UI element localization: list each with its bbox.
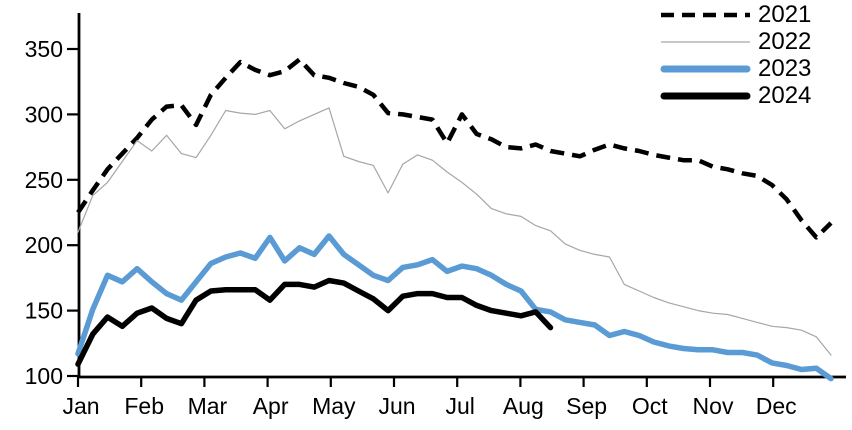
y-tick-label: 200 <box>25 232 63 258</box>
x-tick-label: Aug <box>503 393 544 419</box>
legend-swatch-dashed-line <box>661 12 750 17</box>
series-2024-line <box>75 277 554 367</box>
legend-swatch-thin-gray-line <box>661 40 750 43</box>
legend-item-2023: 2023 <box>660 55 811 82</box>
x-tick-label: Dec <box>756 393 797 419</box>
legend-label-2024: 2024 <box>758 82 812 109</box>
y-tick-label: 150 <box>25 298 63 324</box>
legend-swatch-thick-blue-line <box>660 65 751 72</box>
y-tick-label: 250 <box>25 167 63 193</box>
x-tick-label: Jan <box>62 393 99 419</box>
x-tick-label: Mar <box>188 393 228 419</box>
legend-item-2021: 2021 <box>660 1 811 28</box>
legend-label-2022: 2022 <box>758 28 812 55</box>
legend-label-2021: 2021 <box>758 1 812 28</box>
y-tick-label: 300 <box>25 101 63 127</box>
chart-legend: 2021 2022 2023 2024 <box>660 1 811 109</box>
legend-item-2024: 2024 <box>660 82 811 109</box>
legend-label-2023: 2023 <box>758 55 812 82</box>
series-2022-line <box>77 107 832 356</box>
x-tick-label: Jun <box>378 393 415 419</box>
y-tick-label: 350 <box>25 36 63 62</box>
series-2021-line <box>76 57 833 240</box>
y-tick-label: 100 <box>25 363 63 389</box>
x-tick-label: Sep <box>566 393 607 419</box>
x-tick-label: Feb <box>124 393 164 419</box>
x-tick-label: Nov <box>693 393 734 419</box>
legend-item-2022: 2022 <box>660 28 811 55</box>
legend-swatch-thick-black-line <box>660 92 751 99</box>
x-tick-label: Jul <box>445 393 474 419</box>
x-tick-label: May <box>312 393 356 419</box>
x-tick-label: Oct <box>632 393 668 419</box>
series-2023-line <box>75 233 834 382</box>
x-tick-label: Apr <box>253 393 289 419</box>
